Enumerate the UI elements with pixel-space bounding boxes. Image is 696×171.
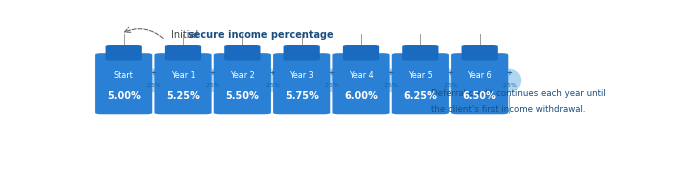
Ellipse shape <box>438 69 462 92</box>
FancyBboxPatch shape <box>165 45 201 61</box>
FancyBboxPatch shape <box>283 45 319 61</box>
FancyBboxPatch shape <box>273 53 331 114</box>
Text: .25%: .25% <box>501 83 517 88</box>
Text: +: + <box>329 70 334 76</box>
Text: Initial: Initial <box>171 30 201 40</box>
Text: +: + <box>507 70 512 76</box>
FancyBboxPatch shape <box>95 53 152 114</box>
FancyBboxPatch shape <box>461 45 498 61</box>
Text: 5.25%: 5.25% <box>166 91 200 101</box>
Text: Year 3: Year 3 <box>290 70 314 80</box>
FancyBboxPatch shape <box>214 53 271 114</box>
Text: Year 4: Year 4 <box>349 70 373 80</box>
Text: Year 2: Year 2 <box>230 70 255 80</box>
Text: Deferral credit continues each year until: Deferral credit continues each year unti… <box>431 89 606 98</box>
Ellipse shape <box>498 69 521 92</box>
FancyBboxPatch shape <box>155 53 212 114</box>
Text: Year 1: Year 1 <box>171 70 196 80</box>
Text: +: + <box>150 70 157 76</box>
Text: 5.75%: 5.75% <box>285 91 319 101</box>
Text: .25%: .25% <box>324 83 339 88</box>
FancyBboxPatch shape <box>333 53 390 114</box>
Ellipse shape <box>379 69 402 92</box>
Text: Year 6: Year 6 <box>468 70 492 80</box>
Text: .25%: .25% <box>205 83 221 88</box>
Text: .25%: .25% <box>383 83 399 88</box>
Text: Year 5: Year 5 <box>408 70 433 80</box>
FancyBboxPatch shape <box>106 45 142 61</box>
FancyBboxPatch shape <box>402 45 438 61</box>
Text: 5.00%: 5.00% <box>106 91 141 101</box>
Text: +: + <box>388 70 394 76</box>
FancyBboxPatch shape <box>392 53 449 114</box>
Text: 6.25%: 6.25% <box>404 91 437 101</box>
Ellipse shape <box>260 69 284 92</box>
FancyBboxPatch shape <box>343 45 379 61</box>
Ellipse shape <box>201 69 225 92</box>
FancyBboxPatch shape <box>451 53 508 114</box>
FancyBboxPatch shape <box>224 45 260 61</box>
Text: +: + <box>209 70 216 76</box>
Text: 5.50%: 5.50% <box>226 91 259 101</box>
Ellipse shape <box>141 69 165 92</box>
Ellipse shape <box>319 69 343 92</box>
Text: 6.50%: 6.50% <box>463 91 496 101</box>
Text: +: + <box>447 70 453 76</box>
Text: .25%: .25% <box>264 83 280 88</box>
Text: .25%: .25% <box>145 83 161 88</box>
Text: +: + <box>269 70 275 76</box>
Text: 6.00%: 6.00% <box>344 91 378 101</box>
Text: .25%: .25% <box>442 83 458 88</box>
Text: the client’s first income withdrawal.: the client’s first income withdrawal. <box>431 105 585 114</box>
Text: Start: Start <box>114 70 134 80</box>
Text: secure income percentage: secure income percentage <box>189 30 334 40</box>
